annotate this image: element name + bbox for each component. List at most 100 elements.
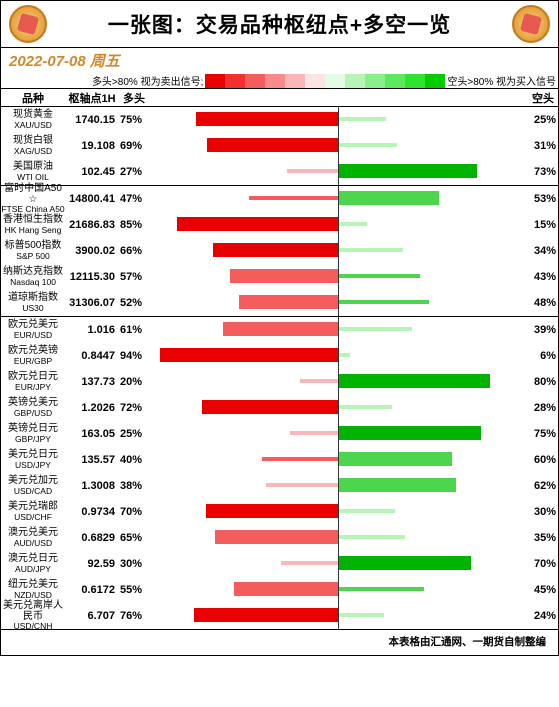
data-row: 欧元兑英镑EUR/GBP0.844794%6% bbox=[1, 343, 558, 369]
pivot-value: 31306.07 bbox=[65, 290, 119, 316]
long-pct: 20% bbox=[119, 369, 149, 395]
col-name: 品种 bbox=[1, 90, 65, 106]
short-bar bbox=[339, 613, 384, 617]
pivot-value: 19.108 bbox=[65, 133, 119, 159]
data-row: 澳元兑日元AUD/JPY92.5930%70% bbox=[1, 551, 558, 577]
data-row: 美国原油WTI OIL102.4527%73% bbox=[1, 159, 558, 185]
instrument-name: 澳元兑日元AUD/JPY bbox=[1, 551, 65, 577]
instrument-name: 道琼斯指数US30 bbox=[1, 290, 65, 316]
bar-area bbox=[149, 290, 528, 316]
data-rows: 现货黄金XAU/USD1740.1575%25%现货白银XAG/USD19.10… bbox=[1, 107, 558, 630]
data-row: 美元兑瑞郎USD/CHF0.973470%30% bbox=[1, 499, 558, 525]
pivot-value: 6.707 bbox=[65, 603, 119, 629]
instrument-name: 现货黄金XAU/USD bbox=[1, 107, 65, 133]
instrument-name: 标普500指数S&P 500 bbox=[1, 238, 65, 264]
long-pct: 38% bbox=[119, 473, 149, 499]
instrument-name: 香港恒生指数HK Hang Seng bbox=[1, 212, 65, 238]
short-bar bbox=[339, 587, 424, 591]
instrument-name: 美元兑加元USD/CAD bbox=[1, 473, 65, 499]
bar-area bbox=[149, 317, 528, 343]
long-bar bbox=[177, 217, 337, 231]
date-label: 2022-07-08 周五 bbox=[1, 48, 558, 73]
long-pct: 27% bbox=[119, 159, 149, 185]
long-bar bbox=[206, 504, 338, 518]
pivot-value: 21686.83 bbox=[65, 212, 119, 238]
data-row: 现货白银XAG/USD19.10869%31% bbox=[1, 133, 558, 159]
data-row: 富时中国A50 ☆FTSE China A5014800.4147%53% bbox=[1, 186, 558, 212]
long-bar bbox=[300, 379, 338, 383]
short-pct: 60% bbox=[528, 447, 558, 473]
bar-area bbox=[149, 577, 528, 603]
short-bar bbox=[339, 222, 367, 226]
short-pct: 34% bbox=[528, 238, 558, 264]
instrument-name: 英镑兑美元GBP/USD bbox=[1, 395, 65, 421]
data-row: 纳斯达克指数Nasdaq 10012115.3057%43% bbox=[1, 264, 558, 290]
pivot-value: 102.45 bbox=[65, 159, 119, 185]
footer-text: 本表格由汇通网、一期货自制整编 bbox=[1, 630, 558, 655]
bar-area bbox=[149, 369, 528, 395]
bar-area bbox=[149, 107, 528, 133]
col-short: 空头 bbox=[528, 90, 558, 106]
bar-area bbox=[149, 212, 528, 238]
short-bar bbox=[339, 191, 439, 205]
bar-area bbox=[149, 395, 528, 421]
bar-area bbox=[149, 603, 528, 629]
long-bar bbox=[262, 457, 337, 461]
short-bar bbox=[339, 426, 481, 440]
data-row: 英镑兑日元GBP/JPY163.0525%75% bbox=[1, 421, 558, 447]
group: 富时中国A50 ☆FTSE China A5014800.4147%53%香港恒… bbox=[1, 186, 558, 317]
long-bar bbox=[230, 269, 337, 283]
data-row: 纽元兑美元NZD/USD0.617255%45% bbox=[1, 577, 558, 603]
data-row: 标普500指数S&P 5003900.0266%34% bbox=[1, 238, 558, 264]
short-pct: 62% bbox=[528, 473, 558, 499]
short-pct: 80% bbox=[528, 369, 558, 395]
pivot-value: 0.9734 bbox=[65, 499, 119, 525]
short-bar bbox=[339, 556, 472, 570]
data-row: 欧元兑美元EUR/USD1.01661%39% bbox=[1, 317, 558, 343]
long-bar bbox=[223, 322, 338, 336]
long-pct: 57% bbox=[119, 264, 149, 290]
short-pct: 39% bbox=[528, 317, 558, 343]
short-pct: 43% bbox=[528, 264, 558, 290]
pivot-value: 1.2026 bbox=[65, 395, 119, 421]
header: 一张图：交易品种枢纽点+多空一览 bbox=[1, 1, 558, 48]
long-bar bbox=[160, 348, 337, 362]
logo-right bbox=[512, 5, 550, 43]
data-row: 香港恒生指数HK Hang Seng21686.8385%15% bbox=[1, 212, 558, 238]
long-bar bbox=[239, 295, 337, 309]
short-bar bbox=[339, 300, 430, 304]
long-pct: 30% bbox=[119, 551, 149, 577]
bar-area bbox=[149, 421, 528, 447]
red-gradient-swatch bbox=[205, 74, 325, 88]
pivot-value: 1.016 bbox=[65, 317, 119, 343]
instrument-name: 美元兑瑞郎USD/CHF bbox=[1, 499, 65, 525]
col-pivot: 枢轴点1H bbox=[65, 90, 119, 106]
long-pct: 72% bbox=[119, 395, 149, 421]
bar-area bbox=[149, 264, 528, 290]
pivot-value: 0.6829 bbox=[65, 525, 119, 551]
data-row: 现货黄金XAU/USD1740.1575%25% bbox=[1, 107, 558, 133]
short-pct: 28% bbox=[528, 395, 558, 421]
instrument-name: 欧元兑英镑EUR/GBP bbox=[1, 343, 65, 369]
short-bar bbox=[339, 374, 491, 388]
pivot-value: 0.8447 bbox=[65, 343, 119, 369]
long-pct: 85% bbox=[119, 212, 149, 238]
instrument-name: 纳斯达克指数Nasdaq 100 bbox=[1, 264, 65, 290]
bar-area bbox=[149, 473, 528, 499]
long-bar bbox=[290, 431, 337, 435]
bar-area bbox=[149, 238, 528, 264]
instrument-name: 英镑兑日元GBP/JPY bbox=[1, 421, 65, 447]
long-pct: 94% bbox=[119, 343, 149, 369]
long-bar bbox=[194, 608, 337, 622]
long-pct: 65% bbox=[119, 525, 149, 551]
short-bar bbox=[339, 164, 477, 178]
long-bar bbox=[196, 112, 337, 126]
data-row: 美元兑加元USD/CAD1.300838%62% bbox=[1, 473, 558, 499]
pivot-value: 0.6172 bbox=[65, 577, 119, 603]
short-bar bbox=[339, 405, 392, 409]
short-bar bbox=[339, 248, 403, 252]
long-pct: 66% bbox=[119, 238, 149, 264]
short-pct: 31% bbox=[528, 133, 558, 159]
data-row: 美元兑离岸人民币USD/CNH6.70776%24% bbox=[1, 603, 558, 629]
bar-area bbox=[149, 551, 528, 577]
